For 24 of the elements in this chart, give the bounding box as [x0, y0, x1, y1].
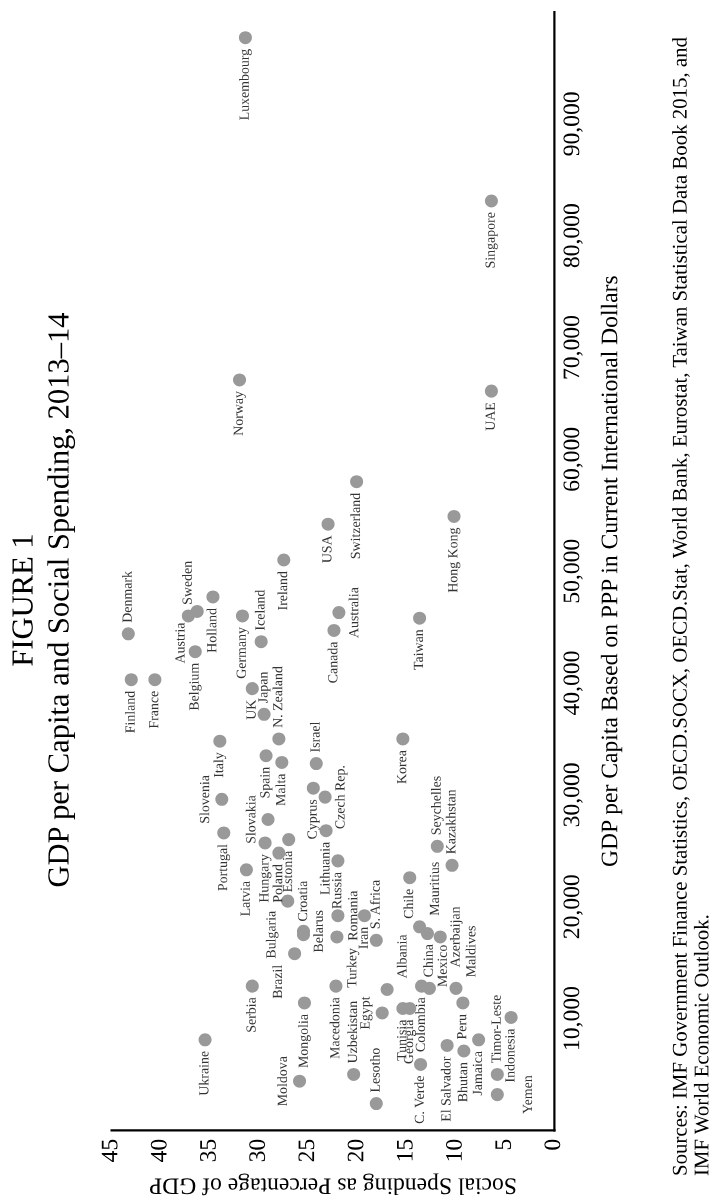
x-tick-label: 15 — [396, 1139, 413, 1161]
x-tick-label: 45 — [101, 1139, 118, 1162]
x-tick-label: 5 — [495, 1139, 512, 1150]
source-note: Sources: IMF Government Finance Statistics, OECD.SOCX, OECD.Stat, World Bank, Eurostat, Taiwan Statistical Data Book 2015, and IMF World Economic Outlook. — [672, 37, 709, 1176]
y-axis-title: GDP per Capita Based on PPP in Current International Dollars — [600, 276, 623, 867]
y-tick-label: 90,000 — [563, 92, 583, 156]
text: FIGURE 1 — [12, 535, 33, 666]
x-tick-label: 0 — [544, 1139, 561, 1150]
y-tick-label: 10,000 — [563, 986, 583, 1049]
y-tick-label: 70,000 — [563, 315, 583, 379]
y-tick-label: 50,000 — [563, 539, 583, 603]
text: GDP per Capita and Social Spending, 2013–14 — [47, 312, 76, 887]
y-tick-label: 60,000 — [563, 427, 583, 491]
x-tick-label: 40 — [150, 1139, 167, 1162]
x-tick-label: 10 — [445, 1139, 462, 1161]
x-axis-title: Social Spending as Percentage of GDP — [150, 1173, 516, 1196]
y-tick-label: 80,000 — [563, 204, 583, 268]
x-tick-label: 30 — [249, 1139, 266, 1162]
x-tick-label: 35 — [200, 1139, 216, 1162]
y-tick-label: 20,000 — [563, 875, 583, 939]
y-tick-label: 40,000 — [563, 651, 583, 716]
x-tick-label: 20 — [347, 1139, 364, 1162]
y-tick-label: 30,000 — [563, 763, 583, 827]
x-tick-label: 25 — [298, 1139, 315, 1162]
